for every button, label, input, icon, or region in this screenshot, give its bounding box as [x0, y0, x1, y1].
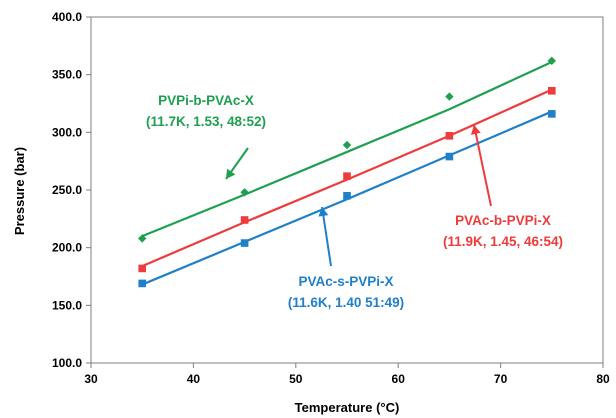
- green-series: [138, 56, 556, 243]
- y-tick-label: 300.0: [52, 125, 82, 139]
- blue-data-point: [138, 279, 146, 288]
- y-tick-label: 400.0: [52, 10, 82, 24]
- green-fit-line: [141, 60, 553, 238]
- annotations: PVPi-b-PVAc-X (11.7K, 1.53, 48:52) PVAc-b-…: [146, 93, 563, 310]
- x-tick-label: 70: [494, 372, 508, 386]
- red-data-point: [240, 216, 249, 224]
- y-axis-title: Pressure (bar): [12, 147, 27, 235]
- blue-arrow-line: [321, 206, 332, 267]
- red-arrow-head: [470, 125, 481, 135]
- y-tick-label: 350.0: [52, 68, 82, 82]
- x-axis-title: Temperature (°C): [295, 400, 400, 415]
- blue-series: [138, 110, 556, 288]
- x-tick-label: 50: [289, 372, 303, 386]
- red-data-point: [445, 131, 454, 140]
- x-tick-label: 30: [84, 372, 98, 386]
- red-annotation-line: (11.9K, 1.45, 46:54): [443, 234, 563, 249]
- x-tick-label: 80: [596, 372, 610, 386]
- y-tick-label: 250.0: [52, 183, 82, 197]
- red-data-point: [343, 172, 351, 180]
- x-tick-label: 60: [392, 372, 406, 386]
- green-arrow-head: [226, 168, 236, 179]
- y-tick-label: 150.0: [52, 298, 82, 312]
- red-arrow-line: [473, 124, 492, 207]
- plot-axes: 30 40 50 60 70 80 100.0 150.0 200.0 250.0 300.0 350…: [52, 10, 610, 386]
- series-layer: [138, 56, 556, 288]
- red-annotation-line: PVAc-b-PVPi-X: [455, 213, 551, 228]
- blue-arrow-head: [318, 207, 329, 217]
- red-data-point: [548, 87, 556, 95]
- x-tick-label: 40: [187, 372, 201, 386]
- green-annotation: PVPi-b-PVAc-X (11.7K, 1.53, 48:52): [146, 93, 266, 180]
- blue-annotation: PVAc-s-PVPi-X (11.6K, 1.40 51:49): [288, 206, 404, 310]
- green-data-point: [547, 56, 556, 66]
- red-series: [138, 87, 556, 273]
- green-annotation-line: PVPi-b-PVAc-X: [158, 93, 254, 108]
- blue-data-point: [343, 191, 351, 200]
- blue-data-point: [445, 152, 454, 161]
- green-data-point: [342, 140, 352, 150]
- green-data-point: [240, 188, 249, 197]
- blue-data-point: [240, 239, 249, 247]
- y-tick-label: 200.0: [52, 241, 82, 255]
- red-data-point: [138, 264, 146, 273]
- blue-data-point: [548, 110, 556, 118]
- plot-frame: [90, 16, 604, 364]
- y-tick-label: 100.0: [52, 356, 82, 370]
- blue-annotation-line: PVAc-s-PVPi-X: [298, 274, 393, 289]
- green-data-point: [445, 92, 454, 101]
- green-data-point: [138, 234, 147, 243]
- red-annotation: PVAc-b-PVPi-X (11.9K, 1.45, 46:54): [443, 124, 563, 249]
- blue-annotation-line: (11.6K, 1.40 51:49): [288, 295, 404, 310]
- green-annotation-line: (11.7K, 1.53, 48:52): [146, 114, 266, 129]
